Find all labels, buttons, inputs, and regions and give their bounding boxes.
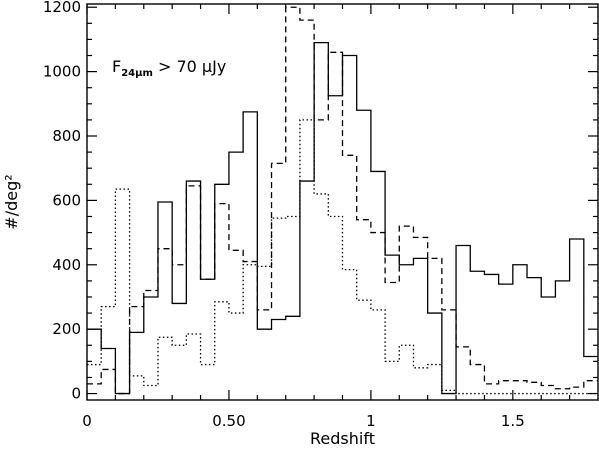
y-tick-label: 0 (71, 385, 81, 403)
annotation-subscript: 24μm (121, 68, 153, 79)
x-tick-label: 0.50 (212, 412, 245, 430)
x-tick-label: 1.5 (501, 412, 525, 430)
y-tick-label: 1000 (43, 63, 81, 81)
histogram-series-dotted (87, 119, 598, 395)
tick-labels-layer: 0 0.50 1 1.5 0 200 400 600 800 1000 1200 (43, 0, 525, 430)
annotation-rest: > 70 μJy (153, 57, 226, 76)
ticks-layer (86, 4, 598, 400)
x-axis-label: Redshift (310, 429, 375, 448)
annotation-main: F (112, 57, 121, 76)
y-tick-label: 800 (52, 127, 81, 145)
series-layer (87, 6, 598, 395)
y-tick-label: 400 (52, 256, 81, 274)
y-tick-label: 600 (52, 191, 81, 209)
y-tick-label: 200 (52, 320, 81, 338)
flux-cut-annotation: F24μm > 70 μJy (112, 57, 226, 79)
histogram-series-dashed (87, 6, 598, 395)
x-tick-label: 0 (82, 412, 92, 430)
x-tick-label: 1 (366, 412, 376, 430)
y-tick-label: 1200 (43, 0, 81, 16)
y-axis-label: #/deg² (2, 174, 21, 229)
